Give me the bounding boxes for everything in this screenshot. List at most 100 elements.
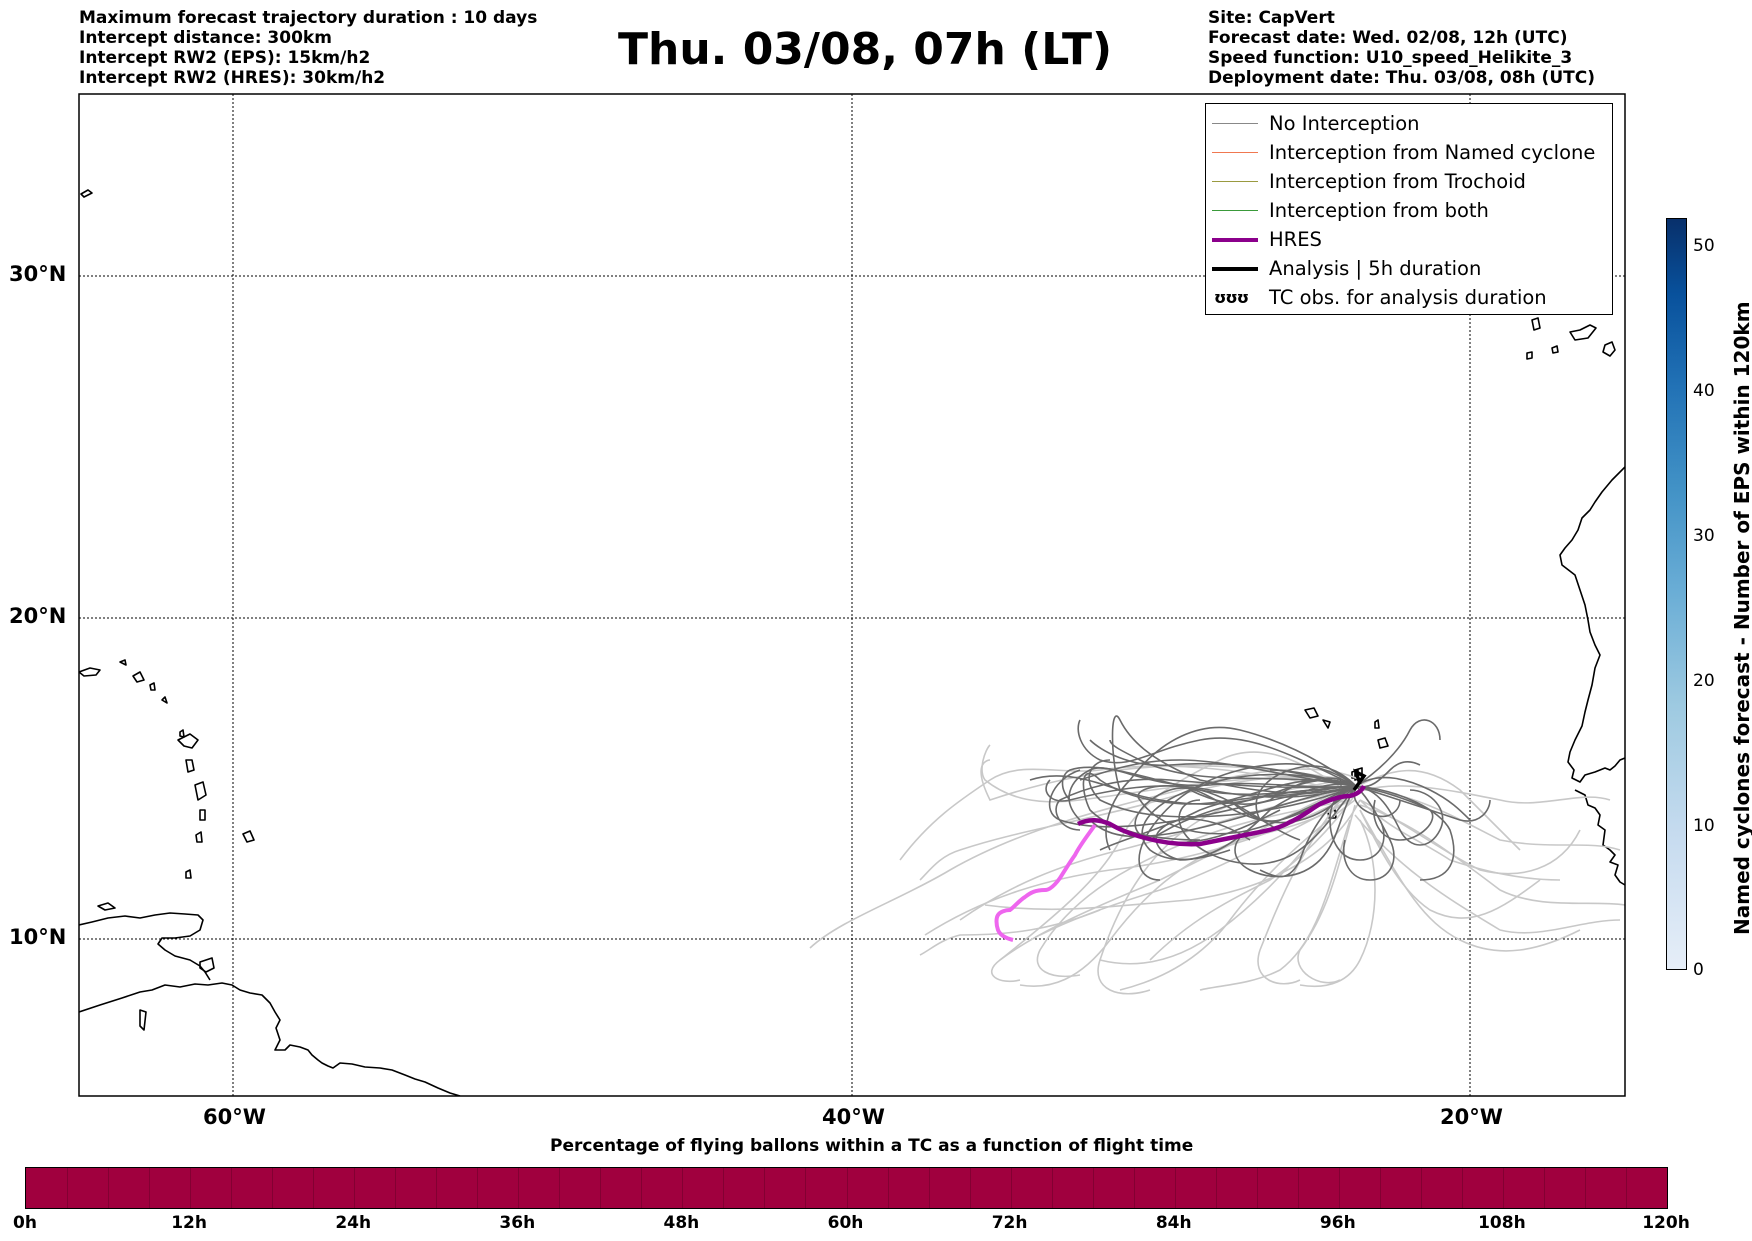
header-line: Intercept RW2 (HRES): 30km/h2 bbox=[79, 68, 386, 88]
eps-track bbox=[1149, 785, 1357, 841]
colorbar-tick: 20 bbox=[1693, 671, 1715, 691]
canary-5 bbox=[1531, 317, 1541, 331]
colorbar-tick: 50 bbox=[1693, 236, 1715, 256]
colorbar-cell-divider bbox=[764, 1168, 766, 1208]
coastlines bbox=[79, 189, 1625, 1096]
eps-track bbox=[1109, 739, 1357, 787]
map-frame bbox=[78, 93, 1626, 1097]
legend-swatch bbox=[1212, 180, 1258, 183]
colorbar-cell-divider bbox=[108, 1168, 110, 1208]
island-2 bbox=[149, 682, 156, 691]
lon-label-60w: 60°W bbox=[203, 1105, 266, 1129]
colorbar-cell-divider bbox=[1297, 1168, 1299, 1208]
legend-label: No Interception bbox=[1269, 112, 1420, 135]
colorbar-tick: 0 bbox=[1693, 960, 1704, 980]
lon-label-40w: 40°W bbox=[822, 1105, 885, 1129]
eps-track bbox=[1355, 785, 1491, 822]
africa-coast-south bbox=[1574, 789, 1625, 886]
legend-label: Interception from Trochoid bbox=[1269, 170, 1526, 193]
colorbar-cell-divider bbox=[682, 1168, 684, 1208]
guiana-islet bbox=[139, 1009, 147, 1031]
colorbar-cell-divider bbox=[1625, 1168, 1627, 1208]
colorbar-horizontal-tick: 108h bbox=[1478, 1213, 1526, 1233]
colorbar-cell-divider bbox=[354, 1168, 356, 1208]
south-america-coast bbox=[79, 982, 461, 1096]
colorbar-cell-divider bbox=[1051, 1168, 1053, 1208]
colorbar-horizontal-tick: 12h bbox=[171, 1213, 207, 1233]
island-abc bbox=[97, 902, 116, 911]
colorbar-cell-divider bbox=[272, 1168, 274, 1208]
header-info-right: Site: CapVert Forecast date: Wed. 02/08,… bbox=[1208, 8, 1595, 88]
colorbar-cell-divider bbox=[395, 1168, 397, 1208]
island-martinique bbox=[194, 781, 207, 801]
colorbar-cell-divider bbox=[518, 1168, 520, 1208]
eps-track bbox=[1355, 785, 1444, 846]
colorbar-cell-divider bbox=[1379, 1168, 1381, 1208]
eps-track bbox=[1234, 785, 1357, 878]
colorbar-horizontal-tick: 48h bbox=[663, 1213, 700, 1233]
eps-track bbox=[1138, 763, 1357, 881]
eps-track bbox=[1077, 719, 1357, 787]
eps-track bbox=[1359, 799, 1561, 881]
colorbar-horizontal-label: Percentage of flying ballons within a TC… bbox=[550, 1136, 1194, 1156]
colorbar-cell-divider bbox=[1215, 1168, 1217, 1208]
lat-label-10n: 10°N bbox=[9, 925, 67, 949]
island-puerto-rico bbox=[79, 667, 101, 677]
legend-swatch bbox=[1212, 209, 1258, 212]
lon-label-20w: 20°W bbox=[1440, 1105, 1503, 1129]
eps-track bbox=[1355, 776, 1471, 821]
legend-label: Analysis | 5h duration bbox=[1269, 257, 1482, 280]
colorbar-cell-divider bbox=[1502, 1168, 1504, 1208]
header-line: Speed function: U10_speed_Helikite_3 bbox=[1208, 48, 1573, 68]
eps-track bbox=[1299, 819, 1376, 987]
eps-track bbox=[1355, 719, 1441, 787]
colorbar-vertical bbox=[1666, 218, 1687, 970]
colorbar-cell-divider bbox=[1584, 1168, 1586, 1208]
colorbar-tick: 30 bbox=[1693, 526, 1715, 546]
island-1 bbox=[132, 671, 145, 683]
colorbar-cell-divider bbox=[969, 1168, 971, 1208]
eps-track bbox=[1089, 785, 1357, 838]
colorbar-cell-divider bbox=[928, 1168, 930, 1208]
colorbar-vertical-label: Named cyclones forecast - Number of EPS … bbox=[1730, 301, 1752, 935]
eps-track bbox=[1048, 769, 1357, 828]
canary-2 bbox=[1602, 341, 1616, 357]
colorbar-cell-divider bbox=[723, 1168, 725, 1208]
eps-track bbox=[1029, 775, 1357, 805]
eps-track bbox=[1055, 778, 1357, 831]
eps-track bbox=[1359, 809, 1541, 919]
colorbar-cell-divider bbox=[67, 1168, 69, 1208]
map-legend: No Interception Interception from Named c… bbox=[1205, 103, 1613, 315]
eps-track bbox=[1099, 785, 1357, 851]
page-title: Thu. 03/08, 07h (LT) bbox=[618, 24, 1113, 75]
colorbar-horizontal-tick: 96h bbox=[1319, 1213, 1356, 1233]
canary-4 bbox=[1526, 351, 1533, 360]
eps-track bbox=[1019, 799, 1351, 987]
eps-track bbox=[1199, 819, 1351, 991]
island-3 bbox=[161, 696, 168, 704]
eps-track bbox=[1045, 779, 1357, 802]
colorbar-horizontal-tick: 72h bbox=[991, 1213, 1028, 1233]
island-st-vincent bbox=[195, 831, 203, 843]
colorbar-cell-divider bbox=[1338, 1168, 1340, 1208]
analysis-track bbox=[1352, 768, 1367, 792]
colorbar-cell-divider bbox=[559, 1168, 561, 1208]
island-grenada bbox=[185, 869, 192, 879]
colorbar-cell-divider bbox=[1174, 1168, 1176, 1208]
legend-label: HRES bbox=[1269, 228, 1322, 251]
lat-label-30n: 30°N bbox=[9, 262, 67, 286]
legend-swatch bbox=[1212, 122, 1258, 125]
eps-track bbox=[1088, 759, 1357, 818]
tc-obs-icon: ʊʊʊ bbox=[1214, 288, 1249, 307]
colorbar-cell-divider bbox=[1133, 1168, 1135, 1208]
trinidad bbox=[199, 957, 215, 973]
colorbar-cell-divider bbox=[1420, 1168, 1422, 1208]
cape-verde-1 bbox=[1304, 707, 1319, 719]
africa-coast bbox=[1559, 466, 1625, 783]
colorbar-cell-divider bbox=[231, 1168, 233, 1208]
eps-track bbox=[1079, 759, 1357, 787]
eps-track bbox=[919, 909, 1101, 956]
legend-swatch bbox=[1212, 266, 1258, 271]
colorbar-cell-divider bbox=[1010, 1168, 1012, 1208]
venezuela-coast bbox=[79, 912, 211, 981]
